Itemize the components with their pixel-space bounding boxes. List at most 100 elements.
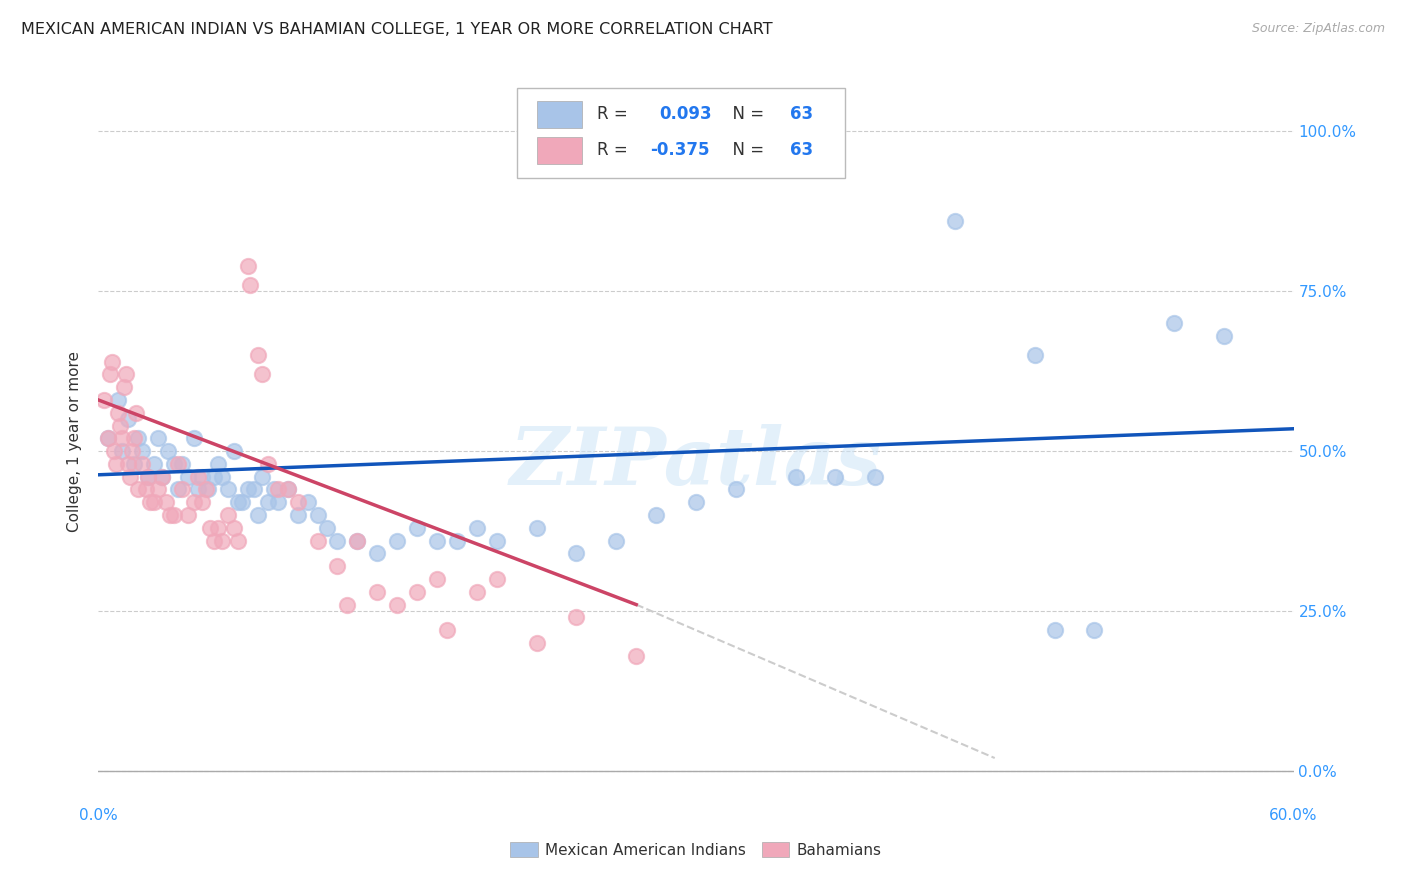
Point [131, 457, 153, 471]
Point [406, 584, 429, 599]
Point [385, 533, 409, 548]
Text: 63: 63 [790, 141, 814, 160]
Point [485, 572, 508, 586]
Text: N =: N = [723, 141, 769, 160]
Point [159, 508, 181, 522]
Point [943, 214, 966, 228]
Point [202, 533, 225, 548]
Point [326, 533, 349, 548]
Point [267, 495, 290, 509]
Point [267, 483, 290, 497]
Point [127, 431, 149, 445]
Point [177, 469, 200, 483]
Point [236, 483, 259, 497]
Point [436, 623, 458, 637]
Text: ZIPatlas: ZIPatlas [510, 425, 882, 502]
Point [426, 572, 449, 586]
Point [785, 469, 807, 483]
Point [277, 483, 299, 497]
Point [645, 508, 668, 522]
Point [426, 533, 449, 548]
Point [172, 483, 194, 497]
Y-axis label: College, 1 year or more: College, 1 year or more [67, 351, 83, 532]
Point [125, 406, 148, 420]
Point [191, 495, 214, 509]
Point [277, 483, 299, 497]
Point [139, 495, 162, 509]
Point [724, 483, 747, 497]
Text: 0.093: 0.093 [659, 105, 711, 123]
Point [105, 457, 128, 471]
Point [183, 431, 205, 445]
Point [250, 368, 273, 382]
Point [111, 431, 134, 445]
Point [217, 483, 239, 497]
Point [97, 431, 120, 445]
Text: Source: ZipAtlas.com: Source: ZipAtlas.com [1251, 22, 1385, 36]
Point [110, 418, 132, 433]
Point [157, 444, 180, 458]
Point [101, 354, 124, 368]
Point [485, 533, 508, 548]
Point [287, 508, 309, 522]
Point [446, 533, 468, 548]
Point [127, 483, 149, 497]
Point [150, 469, 173, 483]
Point [256, 457, 278, 471]
Point [246, 508, 269, 522]
Point [222, 444, 245, 458]
Point [256, 495, 278, 509]
Point [824, 469, 846, 483]
Point [207, 457, 229, 471]
FancyBboxPatch shape [517, 87, 845, 178]
Point [287, 495, 309, 509]
Point [202, 469, 225, 483]
Point [112, 380, 135, 394]
Legend: Mexican American Indians, Bahamians: Mexican American Indians, Bahamians [505, 836, 887, 863]
Point [172, 457, 194, 471]
Point [211, 533, 233, 548]
Point [685, 495, 707, 509]
Point [246, 348, 269, 362]
Point [1212, 329, 1234, 343]
Point [115, 368, 138, 382]
Point [605, 533, 627, 548]
Point [217, 508, 239, 522]
Point [167, 483, 190, 497]
Point [1024, 348, 1046, 362]
Point [197, 483, 219, 497]
Text: -0.375: -0.375 [651, 141, 710, 160]
Point [135, 483, 157, 497]
Point [143, 457, 166, 471]
Point [183, 495, 205, 509]
Point [93, 392, 115, 407]
Point [250, 469, 273, 483]
Point [131, 444, 153, 458]
Point [346, 533, 368, 548]
Point [366, 584, 388, 599]
Point [195, 483, 218, 497]
Point [117, 412, 139, 426]
Point [465, 521, 488, 535]
Point [107, 406, 129, 420]
Point [316, 521, 339, 535]
Point [526, 521, 548, 535]
Point [526, 636, 548, 650]
Point [226, 533, 249, 548]
Point [187, 483, 209, 497]
Point [226, 495, 249, 509]
Text: R =: R = [596, 105, 638, 123]
Point [565, 546, 588, 560]
Point [103, 444, 125, 458]
Point [243, 483, 266, 497]
Point [326, 559, 349, 574]
Point [187, 469, 209, 483]
Point [307, 533, 329, 548]
Point [465, 584, 488, 599]
Point [121, 444, 143, 458]
Point [107, 392, 129, 407]
Point [565, 610, 588, 624]
Point [406, 521, 429, 535]
Point [385, 598, 409, 612]
Point [148, 483, 170, 497]
